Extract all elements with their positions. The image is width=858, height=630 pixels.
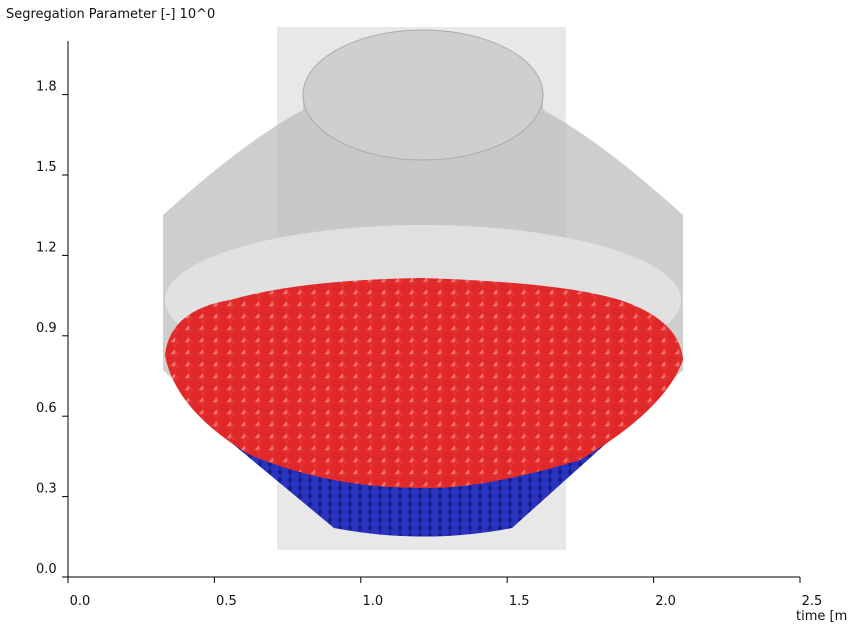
y-tick-label: 0.6 bbox=[36, 401, 57, 416]
x-axis-label: time [m bbox=[796, 609, 847, 624]
y-tick-label: 0.9 bbox=[36, 321, 57, 336]
x-tick-label: 1.0 bbox=[362, 594, 383, 609]
axes: 0.0 0.3 0.6 0.9 1.2 1.5 1.8 0.0 0.5 1.0 1.5 2.0 2.5 bbox=[36, 41, 822, 609]
chart-title: Segregation Parameter [-] 10^0 bbox=[6, 7, 215, 22]
x-tick-label: 2.0 bbox=[655, 594, 676, 609]
y-tick-label: 1.8 bbox=[36, 80, 57, 95]
x-tick-label: 0.0 bbox=[70, 594, 91, 609]
y-tick-label: 0.3 bbox=[36, 482, 57, 497]
x-tick-label: 1.5 bbox=[509, 594, 530, 609]
y-tick-label: 0.0 bbox=[36, 562, 57, 577]
simulation-render bbox=[163, 27, 683, 550]
y-tick-label: 1.2 bbox=[36, 240, 57, 255]
y-tick-label: 1.5 bbox=[36, 160, 57, 175]
x-tick-label: 0.5 bbox=[216, 594, 237, 609]
x-tick-label: 2.5 bbox=[802, 594, 823, 609]
